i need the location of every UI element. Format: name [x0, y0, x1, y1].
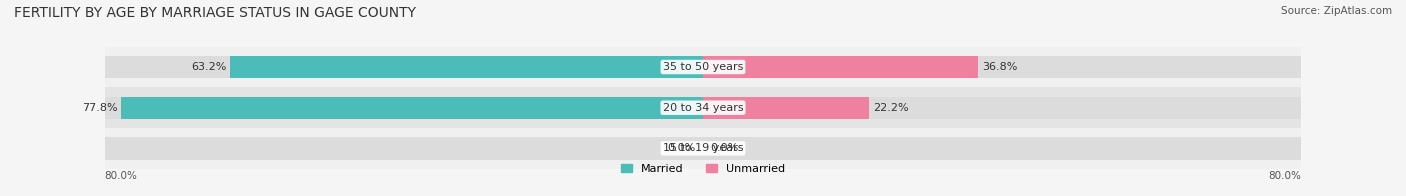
Text: 22.2%: 22.2%: [873, 103, 908, 113]
Text: 80.0%: 80.0%: [1268, 171, 1302, 181]
Text: 0.0%: 0.0%: [668, 143, 696, 153]
Bar: [104, 137, 703, 160]
Bar: [231, 56, 703, 78]
Legend: Married, Unmarried: Married, Unmarried: [621, 164, 785, 174]
Text: 63.2%: 63.2%: [191, 62, 226, 72]
Bar: [104, 96, 703, 119]
Bar: [104, 56, 703, 78]
Text: 36.8%: 36.8%: [981, 62, 1018, 72]
Text: 80.0%: 80.0%: [104, 171, 138, 181]
Text: 15 to 19 years: 15 to 19 years: [662, 143, 744, 153]
Bar: [703, 56, 1302, 78]
Text: 77.8%: 77.8%: [82, 103, 118, 113]
Bar: [703, 96, 1302, 119]
Bar: [703, 56, 979, 78]
Bar: [703, 137, 1302, 160]
Text: Source: ZipAtlas.com: Source: ZipAtlas.com: [1281, 6, 1392, 16]
Text: FERTILITY BY AGE BY MARRIAGE STATUS IN GAGE COUNTY: FERTILITY BY AGE BY MARRIAGE STATUS IN G…: [14, 6, 416, 20]
Bar: [104, 128, 1302, 169]
Text: 0.0%: 0.0%: [710, 143, 738, 153]
Text: 20 to 34 years: 20 to 34 years: [662, 103, 744, 113]
Bar: [104, 47, 1302, 87]
Bar: [703, 96, 869, 119]
Bar: [104, 87, 1302, 128]
Text: 35 to 50 years: 35 to 50 years: [662, 62, 744, 72]
Bar: [121, 96, 703, 119]
